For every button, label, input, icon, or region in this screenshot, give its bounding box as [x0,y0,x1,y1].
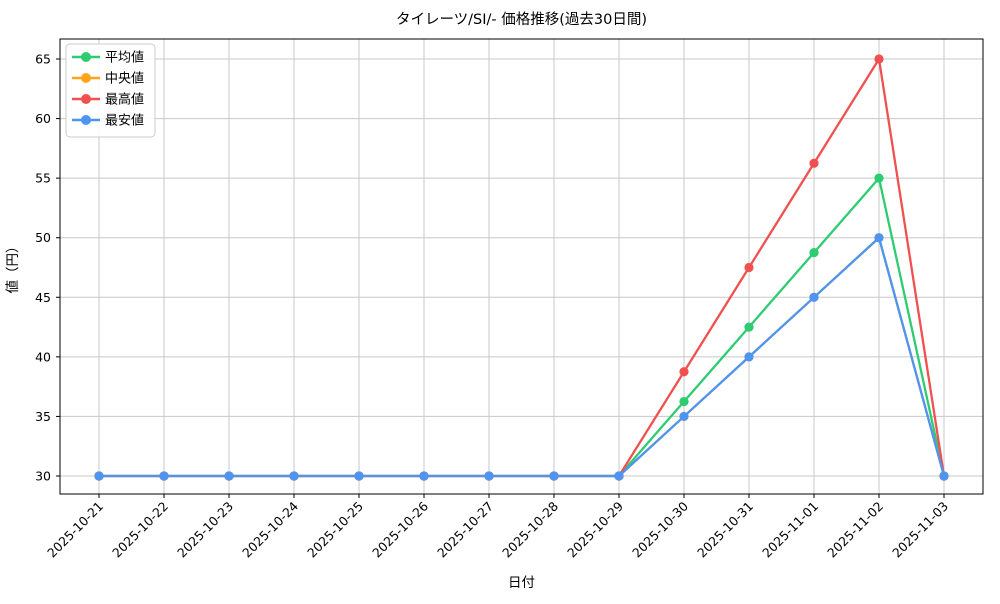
series-min-marker [419,471,429,481]
series-min-marker [939,471,949,481]
series-min-marker [679,411,689,422]
y-tick-label: 40 [35,349,51,364]
series-min-marker [744,352,754,362]
series-min-marker [159,471,169,481]
series-max-marker [874,54,884,64]
legend-label-max: 最高値 [105,92,144,108]
legend-marker-min [81,115,91,125]
series-mean-marker [744,322,754,332]
series-max-marker [679,367,689,377]
legend-item-median: 中央値 [72,71,144,87]
x-axis-label: 日付 [508,575,535,591]
series-mean-marker [679,396,689,407]
series-min-marker [354,471,364,481]
series-mean-marker [809,248,819,258]
series-min-marker [484,471,494,481]
y-tick-label: 45 [35,290,51,305]
series-min-marker [289,471,299,481]
series-max-marker [809,158,819,168]
chart-title: タイレーツ/SI/- 価格推移(過去30日間) [396,11,647,28]
series-min-marker [549,471,559,481]
y-tick-label: 35 [35,409,51,424]
legend-marker-max [81,94,91,104]
y-tick-label: 65 [35,52,51,67]
series-min-marker [224,471,234,481]
plot-border [59,38,984,495]
legend-label-median: 中央値 [105,71,144,87]
legend-marker-median [81,73,91,83]
legend-label-mean: 平均値 [105,50,144,66]
y-axis: 30 35 40 45 50 55 60 65 [35,52,60,484]
y-tick-label: 50 [35,230,51,245]
series-mean-marker [874,173,884,183]
series-min-marker [614,471,624,481]
series-min-marker [94,471,104,481]
legend-item-mean: 平均値 [72,50,144,66]
legend-marker-mean [81,52,91,62]
series-max-marker [744,262,754,273]
legend-label-min: 最安値 [105,113,144,129]
y-axis-label: 値（円） [5,240,21,294]
series-min-markers [94,233,949,481]
legend-box [65,43,156,138]
legend-item-max: 最高値 [72,92,144,108]
series-min-marker [809,292,819,302]
series-group [94,54,949,481]
series-min-line [97,236,946,478]
y-tick-label: 60 [35,111,51,126]
series-min-marker [874,233,884,243]
legend-item-min: 最安値 [72,113,144,129]
y-tick-label: 55 [35,171,51,186]
y-tick-label: 30 [35,469,51,484]
